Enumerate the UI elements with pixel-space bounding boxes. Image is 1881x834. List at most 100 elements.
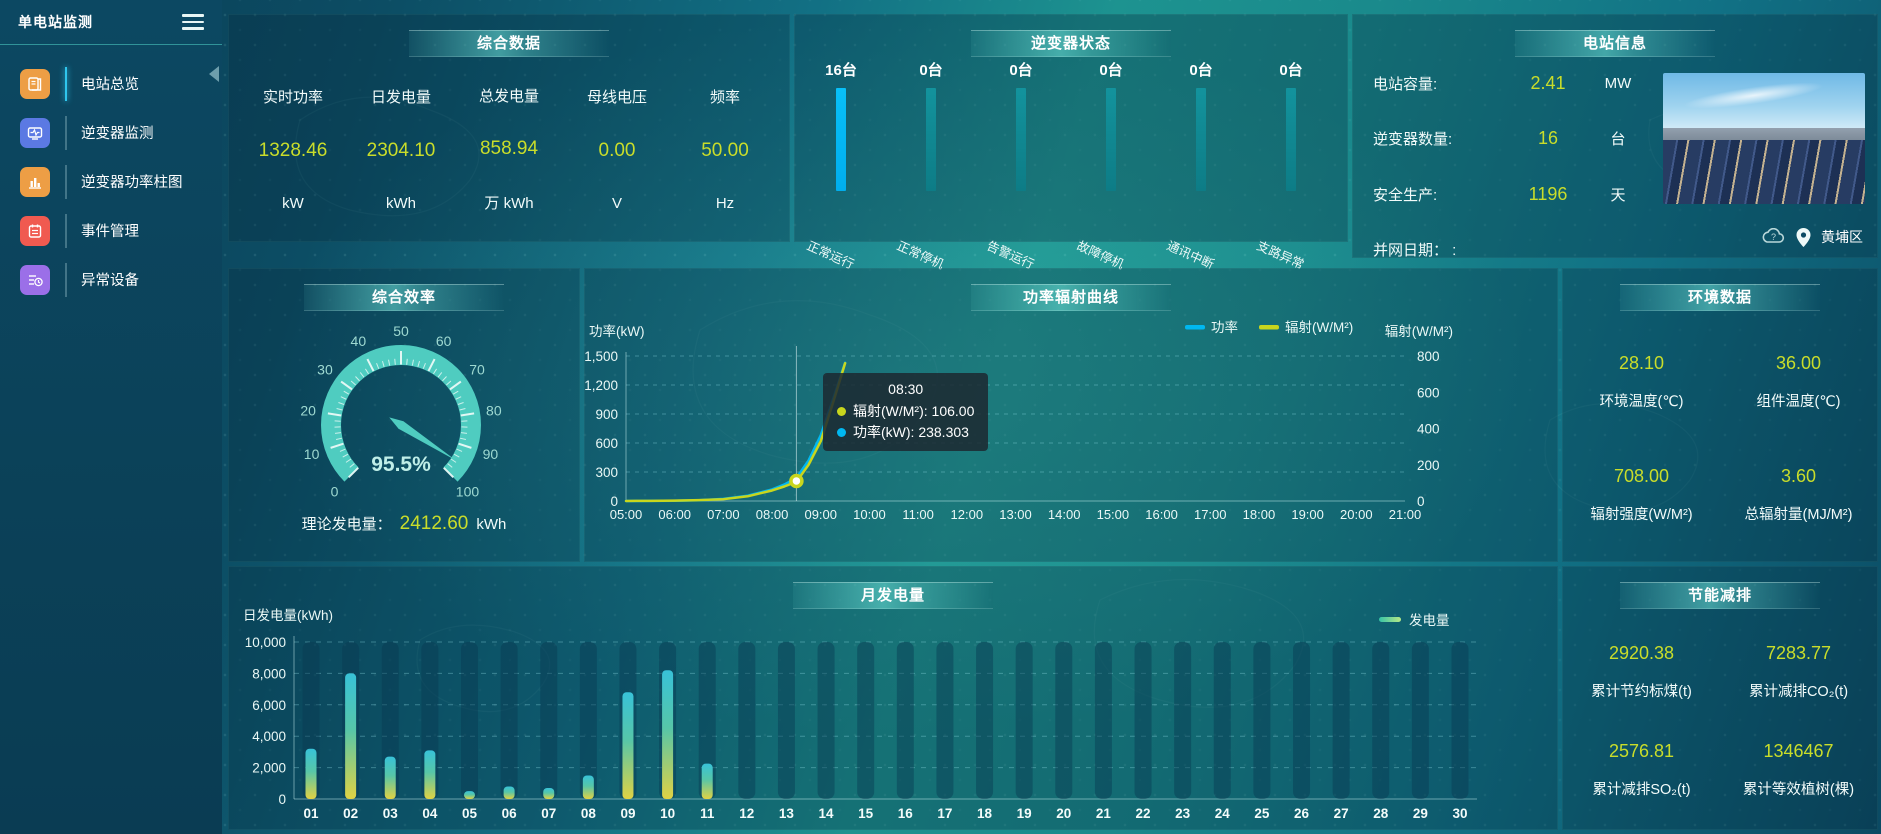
energy-bar[interactable] [345, 673, 357, 799]
energy-bar[interactable] [622, 692, 634, 799]
metric-label: 频率 [709, 88, 740, 106]
sidebar-item-inverter-power-bars[interactable]: 逆变器功率柱图 [0, 157, 222, 206]
energy-bar[interactable] [384, 756, 396, 799]
app-title: 单电站监测 [18, 14, 93, 30]
energy-bar[interactable] [424, 750, 436, 799]
monthly-energy-bar-chart[interactable]: 0 2,000 4,000 6,000 8,000 10,000 日发电量(kWh) 01 02… [229, 567, 1557, 829]
station-location[interactable]: 黄埔区 [1821, 229, 1863, 245]
theoretical-energy-unit: kWh [476, 516, 507, 533]
station-overview-icon [20, 68, 50, 99]
svg-text:05:00: 05:00 [610, 507, 643, 522]
energy-bar[interactable] [305, 748, 317, 799]
weather-cloud-icon[interactable]: ? [1760, 228, 1786, 246]
summary-metric: 实时功率 1328.46 kW [239, 63, 347, 235]
svg-text:14:00: 14:00 [1048, 507, 1081, 522]
inverter-status-column: 0台 通讯中断 [1156, 59, 1246, 272]
panel-power-radiation-curve: 功率辐射曲线 0 300 600 900 1,200 1,500 0 200 400 600 800… [584, 268, 1558, 562]
sidebar-item-inverter-monitor[interactable]: 逆变器监测 [0, 108, 222, 157]
efficiency-gauge-chart[interactable]: 0 10 20 30 40 50 60 70 80 90 100 95.5% [229, 305, 579, 545]
svg-text:90: 90 [483, 446, 499, 462]
nav-divider [65, 115, 67, 150]
inverter-monitor-icon [20, 117, 50, 148]
energy-bar[interactable] [543, 788, 555, 799]
tooltip-series-value: 辐射(W/M²): 106.00 [853, 403, 975, 419]
svg-text:25: 25 [1254, 806, 1270, 821]
svg-text:13:00: 13:00 [999, 507, 1032, 522]
sidebar-item-abnormal-device[interactable]: 异常设备 [0, 255, 222, 304]
metric-value: 36.00 [1775, 352, 1822, 373]
sidebar-item-station-overview[interactable]: 电站总览 [0, 59, 222, 108]
svg-text:02: 02 [343, 806, 358, 821]
tooltip-item: 辐射(W/M²): 106.00 [837, 401, 974, 422]
bar-background-band [896, 642, 914, 799]
station-info-unit: MW [1604, 74, 1632, 92]
station-info-value: 1196 [1528, 183, 1568, 204]
energy-bar[interactable] [701, 763, 713, 799]
svg-text:13: 13 [779, 806, 795, 821]
tooltip-series-dot [837, 428, 846, 437]
inverter-bar [1016, 88, 1026, 191]
svg-text:04: 04 [422, 806, 438, 821]
svg-text:14: 14 [819, 806, 835, 821]
energy-bar[interactable] [582, 775, 594, 799]
svg-text:01: 01 [303, 806, 319, 821]
svg-text:20: 20 [1056, 806, 1071, 821]
sidebar-item-label: 逆变器功率柱图 [81, 175, 183, 191]
svg-text:24: 24 [1215, 806, 1231, 821]
bar-background-band [1213, 642, 1231, 799]
sidebar: 单电站监测 电站总览 逆变器监测逆变器功率柱图事件管理 异常设备 [0, 0, 222, 834]
inverter-status-chart[interactable]: 16台 正常运行 0台 正常停机 0台 告警运行 0台 故障停机 0台 通讯中断 0台 支路异常 [795, 15, 1347, 272]
svg-text:15: 15 [858, 806, 874, 821]
bar-background-band [857, 642, 875, 799]
svg-text:18: 18 [977, 806, 993, 821]
metric-unit: 万 kWh [484, 195, 534, 212]
energy-bar[interactable] [503, 786, 515, 799]
panel-title: 综合效率 [304, 284, 504, 311]
legend-label[interactable]: 发电量 [1409, 613, 1450, 628]
svg-text:17: 17 [937, 806, 952, 821]
svg-text:0: 0 [610, 494, 618, 509]
tooltip-series-value: 功率(kW): 238.303 [853, 424, 969, 440]
energy-bar[interactable] [662, 670, 674, 799]
metric-value: 1346467 [1763, 741, 1834, 761]
metric-label: 累计等效植树(棵) [1742, 782, 1855, 798]
svg-text:19: 19 [1017, 806, 1032, 821]
station-info-unit: 台 [1610, 131, 1626, 148]
metric-label: 环境温度(℃) [1599, 393, 1684, 410]
summary-metric: 频率 50.00 Hz [671, 63, 779, 235]
svg-text:60: 60 [436, 333, 452, 349]
metric-value: 0.00 [598, 139, 636, 161]
svg-text:06:00: 06:00 [658, 507, 691, 522]
svg-text:05: 05 [462, 806, 478, 821]
legend-item[interactable] [1185, 325, 1205, 330]
svg-text:26: 26 [1294, 806, 1310, 821]
sidebar-item-event-management[interactable]: 事件管理 [0, 206, 222, 255]
legend-label[interactable]: 功率 [1211, 319, 1238, 335]
metric-value: 2304.10 [366, 139, 436, 161]
sidebar-collapse-arrow[interactable] [209, 66, 219, 82]
bar-background-band [936, 642, 954, 799]
legend-label[interactable]: 辐射(W/M²) [1285, 320, 1353, 335]
inverter-status-column: 0台 正常停机 [886, 59, 976, 272]
inverter-status-column: 0台 告警运行 [976, 59, 1066, 272]
nav-divider [65, 213, 67, 248]
legend-item[interactable] [1379, 617, 1401, 622]
inverter-status-column: 0台 故障停机 [1066, 59, 1156, 272]
power-radiation-line-chart[interactable]: 0 300 600 900 1,200 1,500 0 200 400 600 800 05:00 06… [585, 269, 1557, 561]
location-pin-icon[interactable] [1796, 227, 1811, 247]
station-info-label: 安全生产: [1373, 186, 1438, 204]
svg-text:09:00: 09:00 [804, 507, 837, 522]
menu-toggle-icon[interactable] [182, 8, 204, 36]
tooltip-item: 功率(kW): 238.303 [837, 422, 974, 443]
svg-text:功率(kW): 功率(kW) [589, 323, 644, 339]
svg-text:27: 27 [1334, 806, 1349, 821]
svg-text:1,500: 1,500 [585, 349, 618, 364]
tooltip-time: 08:30 [888, 381, 924, 397]
bar-background-band [540, 642, 558, 799]
metric-unit: Hz [715, 195, 735, 213]
legend-item[interactable] [1259, 325, 1279, 330]
svg-text:95.5%: 95.5% [371, 453, 431, 476]
energy-bar[interactable] [463, 791, 475, 799]
inverter-count: 0台 [1009, 62, 1033, 79]
metric-value: 2576.81 [1608, 741, 1675, 761]
